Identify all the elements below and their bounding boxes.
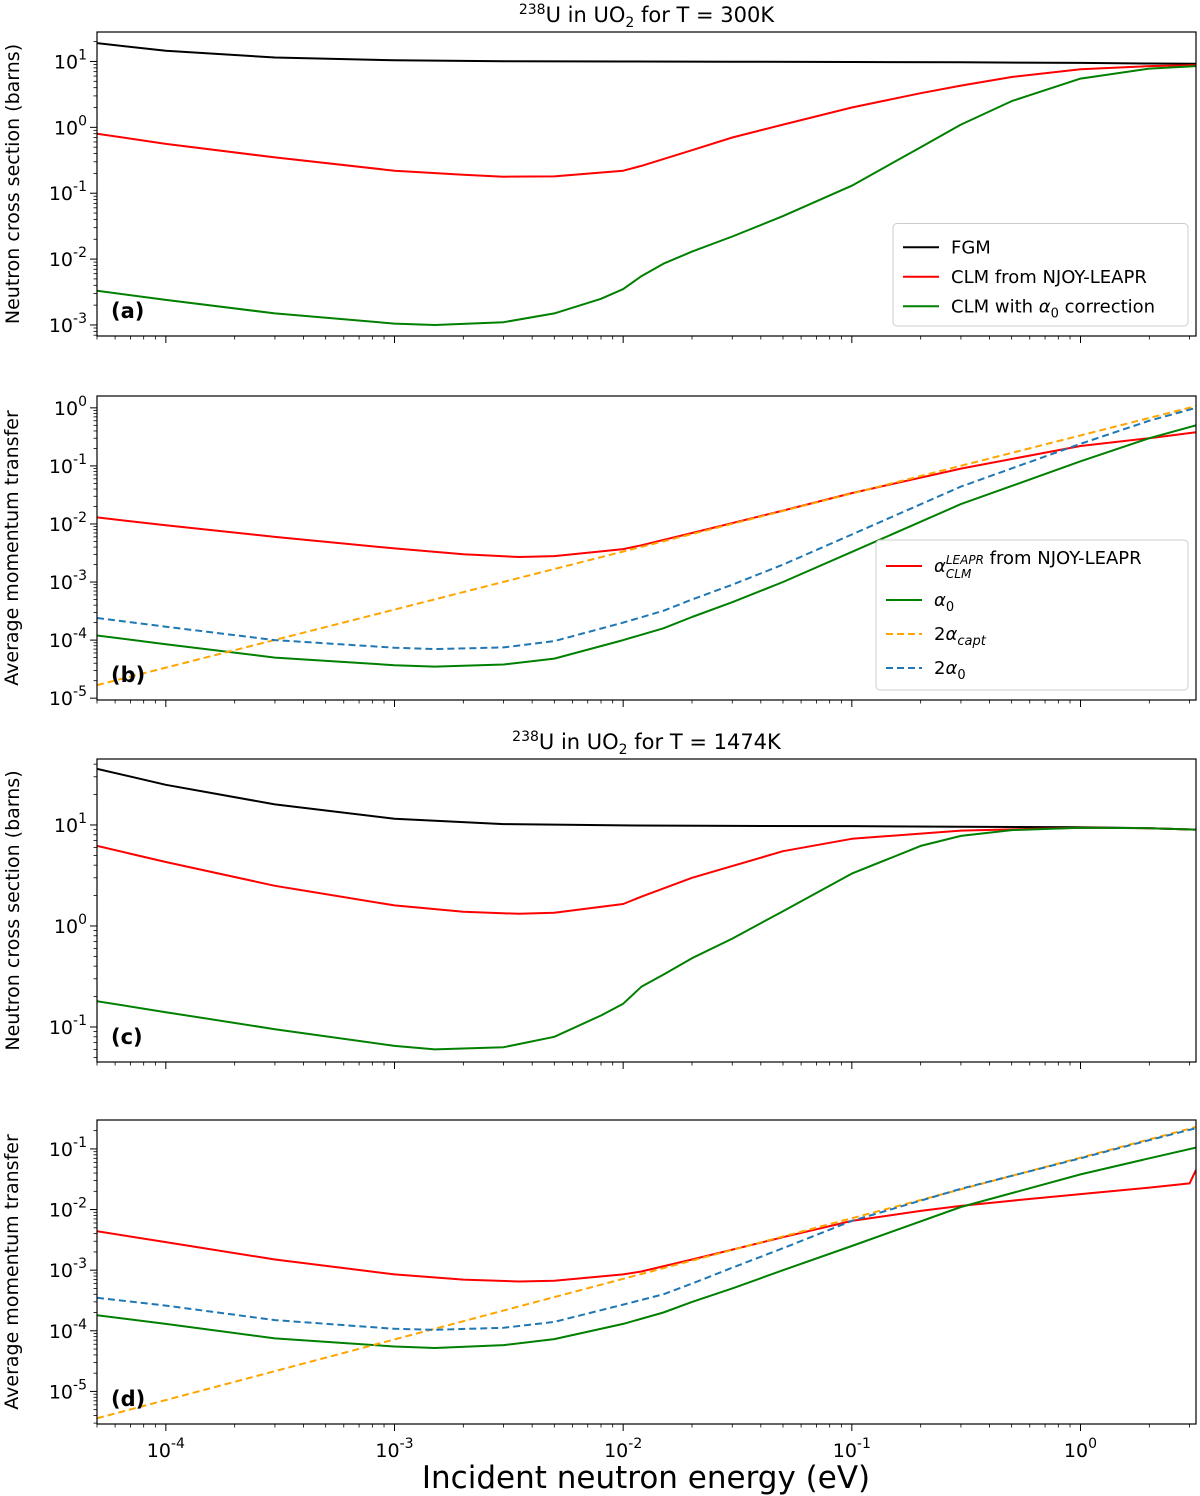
legend-label: αCLMLEAPR from NJOY-LEAPR xyxy=(934,548,1142,581)
series-line-c-1 xyxy=(97,826,1196,915)
series-line-c-0 xyxy=(97,767,1196,831)
y-tick-label: 10-3 xyxy=(49,568,87,594)
x-tick-label: 10-3 xyxy=(375,1436,413,1462)
panel-title: 238U in UO2 for T = 300K xyxy=(519,2,776,31)
series-line-a-2 xyxy=(97,65,1196,326)
legend-label: CLM with α0 correction xyxy=(951,296,1155,321)
y-tick-label: 10-1 xyxy=(49,1135,87,1161)
series-line-d-0 xyxy=(97,1169,1196,1283)
y-tick-label: 100 xyxy=(54,912,87,938)
panel-c: 10-1 100 101 (c) Neutron cross section (barn… xyxy=(2,729,1197,1069)
plot-frame xyxy=(96,31,1197,337)
panel-b: 10-5 10-4 10-3 10-2 10-1 100 (b) Average moment… xyxy=(1,394,1197,710)
plot-frame xyxy=(96,1119,1197,1425)
y-tick-label: 100 xyxy=(54,394,87,420)
x-tick-label: 10-4 xyxy=(147,1436,185,1462)
x-tick-label: 10-1 xyxy=(833,1436,871,1462)
legend: FGM CLM from NJOY-LEAPR CLM with α0 correc… xyxy=(892,223,1189,327)
series-line-d-3 xyxy=(97,1127,1196,1331)
y-tick-label: 10-1 xyxy=(49,179,87,205)
panel-label: (b) xyxy=(111,663,145,687)
series-line-b-3 xyxy=(97,406,1196,651)
y-axis-label: Average momentum transfer xyxy=(1,1134,23,1410)
y-axis-label: Neutron cross section (barns) xyxy=(2,44,24,324)
series-line-a-0 xyxy=(97,42,1196,65)
plot-frame xyxy=(96,395,1197,701)
series-line-b-0 xyxy=(97,431,1196,558)
legend: αCLMLEAPR from NJOY-LEAPR α0 2αcapt 2α0 xyxy=(875,539,1189,691)
series-line-b-1 xyxy=(97,424,1196,668)
plot-frame xyxy=(96,758,1197,1063)
y-tick-label: 101 xyxy=(54,47,87,73)
y-axis-label: Neutron cross section (barns) xyxy=(2,770,24,1050)
y-tick-label: 10-1 xyxy=(49,452,87,478)
legend-label: 2αcapt xyxy=(934,624,987,649)
y-tick-label: 10-2 xyxy=(49,510,87,536)
panel-label: (a) xyxy=(111,299,144,323)
legend-label: α0 xyxy=(934,590,954,615)
legend-label: CLM from NJOY-LEAPR xyxy=(951,267,1147,288)
y-tick-label: 10-2 xyxy=(49,245,87,271)
y-tick-label: 10-1 xyxy=(49,1013,87,1039)
x-tick-label: 10-2 xyxy=(604,1436,642,1462)
y-tick-label: 10-2 xyxy=(49,1196,87,1222)
legend-box xyxy=(875,539,1189,691)
y-tick-label: 10-4 xyxy=(49,626,87,652)
panel-d: 10-4 10-3 10-2 10-1 100 10-5 10-4 10-3 10-2 10-1 (… xyxy=(1,1119,1197,1462)
series-line-c-2 xyxy=(97,826,1196,1051)
x-tick-label: 100 xyxy=(1064,1436,1097,1462)
panel-title: 238U in UO2 for T = 1474K xyxy=(512,729,782,758)
y-tick-label: 10-3 xyxy=(49,1256,87,1282)
y-axis-label: Average momentum transfer xyxy=(1,410,23,686)
series-line-a-1 xyxy=(97,64,1196,178)
panel-label: (c) xyxy=(111,1025,143,1049)
series-line-d-1 xyxy=(97,1146,1196,1349)
series-line-b-2 xyxy=(97,405,1196,687)
legend-box xyxy=(892,223,1189,327)
y-tick-label: 10-5 xyxy=(49,1377,87,1403)
legend-label: 2α0 xyxy=(934,658,966,683)
y-tick-label: 100 xyxy=(54,113,87,139)
y-tick-label: 10-5 xyxy=(49,684,87,710)
panel-a: 10-3 10-2 10-1 100 101 (a) Neutron cross secti… xyxy=(2,2,1197,343)
legend-label: FGM xyxy=(951,237,991,258)
y-tick-label: 101 xyxy=(54,811,87,837)
y-tick-label: 10-3 xyxy=(49,311,87,337)
y-tick-label: 10-4 xyxy=(49,1317,87,1343)
panel-label: (d) xyxy=(111,1387,145,1411)
x-axis-label: Incident neutron energy (eV) xyxy=(422,1460,870,1496)
